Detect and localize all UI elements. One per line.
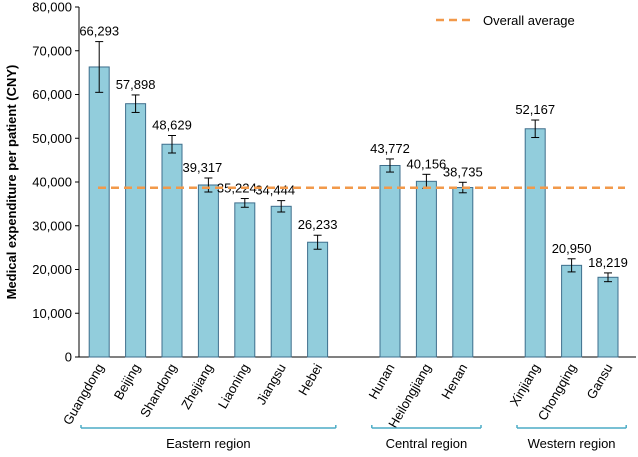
- value-label: 52,167: [515, 102, 555, 117]
- bar: [452, 187, 474, 358]
- region-groups: Eastern region Central region Western regi…: [80, 425, 627, 451]
- bar: [415, 180, 437, 358]
- y-tick-label: 20,000: [32, 262, 72, 277]
- category-label: Hebei: [295, 361, 325, 398]
- value-label: 40,156: [407, 156, 447, 171]
- value-label: 43,772: [370, 141, 410, 156]
- category-label: Hunan: [365, 361, 397, 402]
- value-label: 34,444: [255, 183, 295, 198]
- bar: [597, 276, 619, 358]
- y-tick-label: 30,000: [32, 218, 72, 233]
- y-tick-label: 80,000: [32, 0, 72, 15]
- category-label: Beijing: [111, 361, 144, 402]
- bar: [161, 143, 183, 358]
- category-label: Gansu: [583, 361, 615, 402]
- category-label: Henan: [438, 361, 470, 402]
- bar: [307, 241, 329, 358]
- value-label: 39,317: [183, 160, 223, 175]
- category-label: Liaoning: [215, 361, 253, 411]
- value-label: 26,233: [298, 217, 338, 232]
- y-tick-label: 70,000: [32, 43, 72, 58]
- value-label: 20,950: [552, 241, 592, 256]
- category-label: Shandong: [137, 361, 180, 420]
- bar: [379, 164, 401, 358]
- bar: [197, 184, 219, 358]
- group-label: Eastern region: [166, 436, 251, 451]
- bar: [561, 264, 583, 358]
- category-label: Xinjiang: [507, 361, 543, 409]
- y-tick-label: 10,000: [32, 306, 72, 321]
- value-label: 38,735: [443, 164, 483, 179]
- y-tick-label: 40,000: [32, 175, 72, 190]
- y-tick-label: 60,000: [32, 87, 72, 102]
- value-label: 48,629: [152, 117, 192, 132]
- legend-label: Overall average: [483, 13, 575, 28]
- group-label: Western region: [528, 436, 616, 451]
- category-label: Jiangsu: [253, 361, 288, 407]
- bar: [270, 205, 292, 358]
- value-label: 57,898: [116, 77, 156, 92]
- value-label: 18,219: [588, 255, 628, 270]
- bar: [88, 66, 110, 358]
- value-label: 35,224: [217, 181, 257, 196]
- bar: [524, 128, 546, 358]
- y-tick-label: 0: [65, 350, 72, 365]
- category-label: Zhejiang: [178, 361, 216, 412]
- group-label: Central region: [386, 436, 468, 451]
- category-label: Guangdong: [60, 361, 107, 427]
- y-tick-label: 50,000: [32, 131, 72, 146]
- y-axis-label: Medical expenditure per patient (CNY): [4, 65, 19, 300]
- value-label: 66,293: [79, 24, 119, 39]
- bar: [234, 202, 256, 358]
- bar: [125, 103, 147, 358]
- bars: 66,293 Guangdong 57,898 Beijing 48,629 Shando…: [60, 24, 628, 431]
- legend: Overall average: [436, 13, 575, 28]
